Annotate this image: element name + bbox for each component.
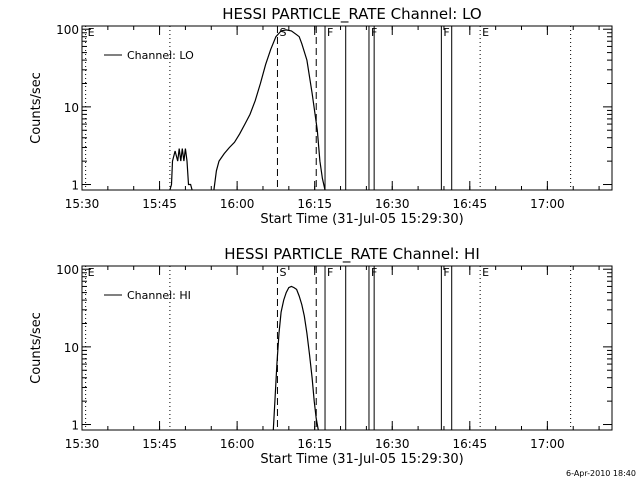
chart2-x-tick-label: 16:15 <box>297 437 332 451</box>
chart2-y-tick-label: 10 <box>64 341 79 355</box>
chart2-x-tick-label: 16:00 <box>220 437 255 451</box>
chart1-y-tick-label: 1 <box>71 179 79 193</box>
chart1-x-axis-label: Start Time (31-Jul-05 15:29:30) <box>260 212 463 227</box>
chart1-y-tick-label: 100 <box>56 23 79 37</box>
chart2-x-tick-label: 15:45 <box>142 437 177 451</box>
chart1-x-tick-label: 16:00 <box>220 197 255 211</box>
chart1-marker-label: E <box>88 26 95 39</box>
chart2-y-tick-label: 100 <box>56 263 79 277</box>
chart1-x-tick-label: 16:45 <box>453 197 488 211</box>
chart2-marker-label: F <box>443 266 449 279</box>
chart2-x-tick-label: 15:30 <box>65 437 100 451</box>
chart2-x-tick-label: 16:45 <box>453 437 488 451</box>
timestamp-label: 6-Apr-2010 18:40 <box>566 469 636 478</box>
chart2-marker-label: S <box>279 266 286 279</box>
chart1-plot-frame <box>81 25 613 191</box>
chart2-plot-frame <box>81 265 613 431</box>
chart1-y-tick-label: 10 <box>64 101 79 115</box>
chart1-marker-label: E <box>482 26 489 39</box>
chart2-title: HESSI PARTICLE_RATE Channel: HI <box>224 245 480 264</box>
chart2-x-tick-label: 17:00 <box>530 437 565 451</box>
chart1-marker-label: F <box>443 26 449 39</box>
chart2-y-tick-label: 1 <box>71 419 79 433</box>
chart1-x-tick-label: 15:30 <box>65 197 100 211</box>
chart2-series-line-segment-1 <box>272 285 319 431</box>
chart2-x-tick-label: 16:30 <box>375 437 410 451</box>
chart1-y-axis-label: Counts/sec <box>29 72 44 144</box>
chart2-x-axis-label: Start Time (31-Jul-05 15:29:30) <box>260 452 463 467</box>
chart1-marker-label: F <box>327 26 333 39</box>
chart2-marker-label: F <box>327 266 333 279</box>
chart1-title: HESSI PARTICLE_RATE Channel: LO <box>222 5 481 24</box>
chart1-legend-label: Channel: LO <box>127 49 194 62</box>
chart2-marker-label: E <box>482 266 489 279</box>
chart1-x-tick-label: 16:30 <box>375 197 410 211</box>
chart2-y-axis-label: Counts/sec <box>29 312 44 384</box>
chart1-x-tick-label: 15:45 <box>142 197 177 211</box>
chart1-x-tick-label: 16:15 <box>297 197 332 211</box>
chart1-marker-label: S <box>279 26 286 39</box>
chart2-marker-label: E <box>88 266 95 279</box>
chart2-legend-label: Channel: HI <box>127 289 191 302</box>
chart1-x-tick-label: 17:00 <box>530 197 565 211</box>
chart1-series-line-segment-2 <box>213 29 326 191</box>
chart1-series-line-segment-1 <box>169 148 193 191</box>
